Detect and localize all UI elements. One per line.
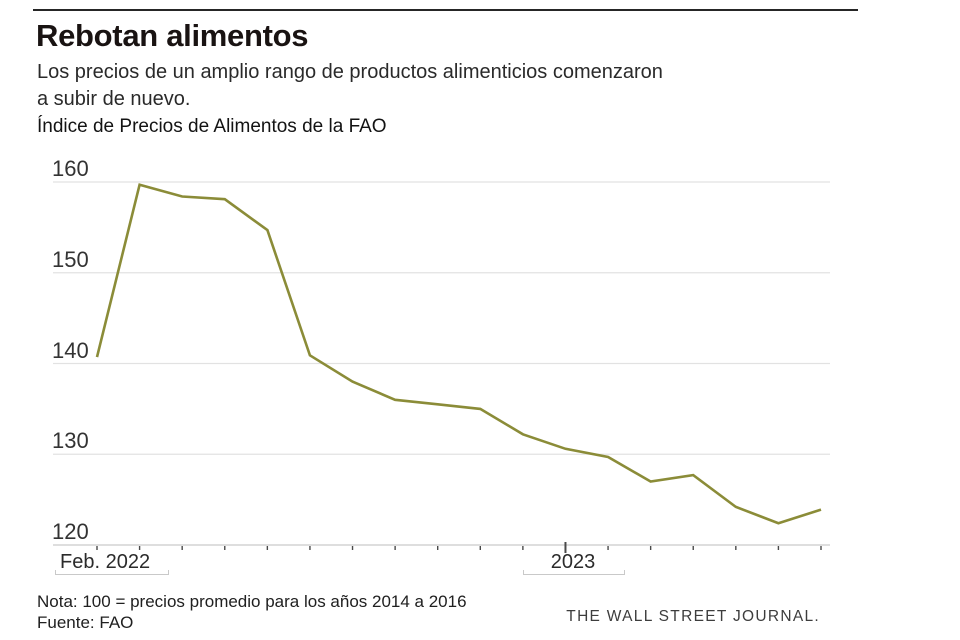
page-title: Rebotan alimentos	[36, 18, 309, 53]
y-axis-label: 150	[52, 246, 89, 272]
x-axis-label-underline	[55, 570, 169, 575]
y-axis-label: 140	[52, 337, 89, 363]
subtitle-line-1: Los precios de un amplio rango de produc…	[37, 61, 663, 83]
y-axis-label: 120	[52, 519, 89, 544]
x-axis-label-start: Feb. 2022	[60, 551, 151, 573]
chart-series-label: Índice de Precios de Alimentos de la FAO	[37, 116, 387, 137]
chart-note: Nota: 100 = precios promedio para los añ…	[37, 592, 467, 611]
price-line	[95, 183, 822, 525]
y-axis-label: 160	[52, 156, 89, 181]
x-axis-label-year: 2023	[550, 551, 596, 573]
chart-source: Fuente: FAO	[37, 613, 134, 632]
y-axis-label: 130	[52, 428, 89, 454]
subtitle-line-2: a subir de nuevo.	[37, 88, 191, 110]
x-axis-label-underline	[523, 570, 625, 575]
chart-subtitle: Los precios de un amplio rango de produc…	[37, 59, 663, 113]
wsj-credit: THE WALL STREET JOURNAL.	[566, 608, 820, 625]
top-rule	[33, 9, 858, 11]
